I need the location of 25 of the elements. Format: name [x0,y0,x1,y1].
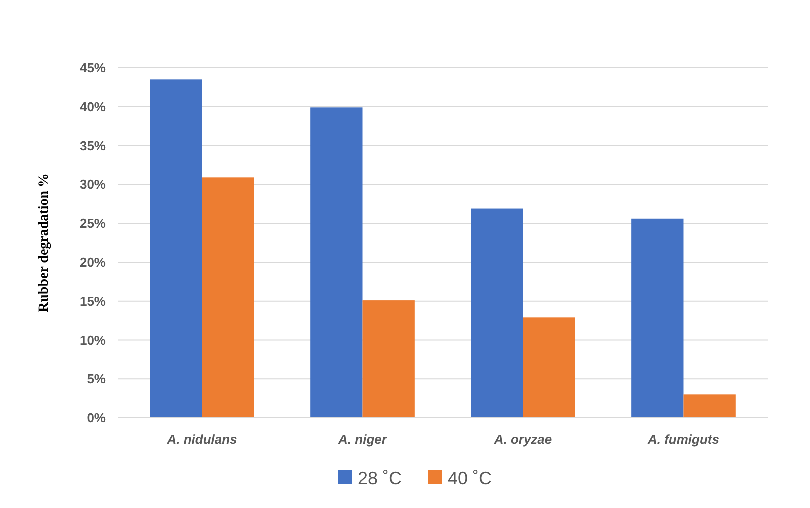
y-tick-label: 10% [80,332,106,348]
x-tick-label: A. nidulans [166,432,238,447]
y-tick-label: 25% [80,216,106,232]
y-tick-label: 0% [87,410,106,426]
bar [362,300,415,418]
bar [471,208,524,418]
bar [632,218,684,418]
y-axis-title: Rubber degradation % [37,174,52,312]
y-tick-label: 35% [80,138,106,154]
legend-label: 28 ˚C [358,468,402,488]
y-tick-label: 45% [80,60,106,76]
y-tick-label: 5% [87,372,106,387]
y-tick-label: 40% [80,99,106,114]
bar [150,80,202,418]
y-tick-label: 15% [80,294,106,309]
bar [310,108,363,418]
legend-label: 40 ˚C [448,468,492,488]
x-tick-label: A. niger [338,432,388,447]
bar [523,318,576,418]
x-tick-label: A. fumiguts [646,432,720,447]
y-tick-label: 30% [80,177,106,192]
bar [684,394,736,418]
bar [202,178,254,418]
y-tick-label: 20% [80,254,106,270]
x-tick-label: A. oryzae [493,432,552,447]
